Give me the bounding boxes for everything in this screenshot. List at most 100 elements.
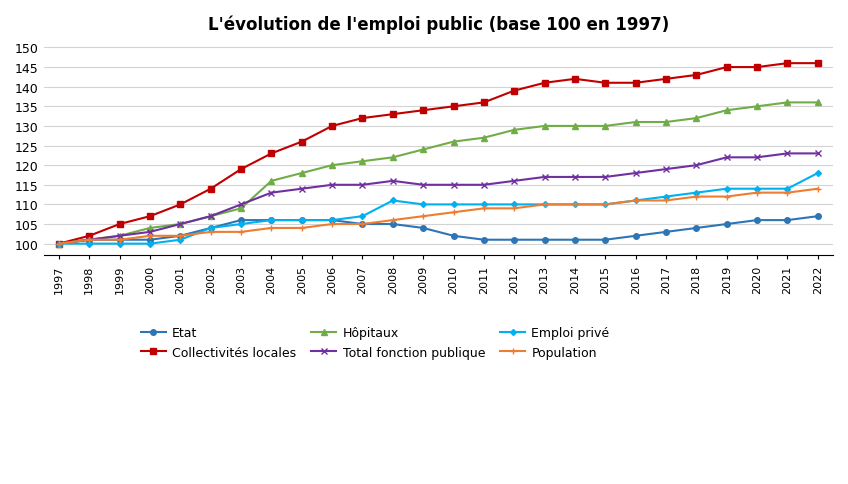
Population <box>783 190 793 196</box>
Emploi privé <box>236 222 246 227</box>
Emploi privé <box>691 190 701 196</box>
Population <box>691 194 701 200</box>
Total fonction publique <box>752 155 762 161</box>
Collectivités locales <box>509 89 519 94</box>
Population <box>479 206 489 212</box>
Emploi privé <box>53 241 64 247</box>
Total fonction publique <box>570 175 580 181</box>
Title: L'évolution de l'emploi public (base 100 en 1997): L'évolution de l'emploi public (base 100… <box>208 15 669 33</box>
Etat <box>631 233 641 239</box>
Collectivités locales <box>114 222 125 227</box>
Population <box>661 198 671 204</box>
Etat <box>479 237 489 243</box>
Collectivités locales <box>84 233 94 239</box>
Hôpitaux <box>783 100 793 106</box>
Emploi privé <box>752 186 762 192</box>
Emploi privé <box>783 186 793 192</box>
Emploi privé <box>600 202 611 208</box>
Etat <box>388 222 398 227</box>
Collectivités locales <box>205 186 215 192</box>
Total fonction publique <box>84 237 94 243</box>
Population <box>145 233 155 239</box>
Hôpitaux <box>600 124 611 130</box>
Emploi privé <box>812 171 823 177</box>
Emploi privé <box>327 218 338 224</box>
Collectivités locales <box>236 167 246 173</box>
Emploi privé <box>176 237 186 243</box>
Population <box>539 202 550 208</box>
Collectivités locales <box>600 81 611 87</box>
Total fonction publique <box>783 151 793 157</box>
Collectivités locales <box>783 61 793 67</box>
Line: Collectivités locales: Collectivités locales <box>56 61 821 247</box>
Population <box>812 186 823 192</box>
Hôpitaux <box>691 116 701 122</box>
Legend: Etat, Collectivités locales, Hôpitaux, Total fonction publique, Emploi privé, Po: Etat, Collectivités locales, Hôpitaux, T… <box>141 327 610 359</box>
Hôpitaux <box>752 104 762 110</box>
Hôpitaux <box>327 163 338 169</box>
Population <box>327 222 338 227</box>
Emploi privé <box>205 226 215 231</box>
Etat <box>752 218 762 224</box>
Population <box>176 233 186 239</box>
Hôpitaux <box>479 136 489 141</box>
Total fonction publique <box>176 222 186 227</box>
Population <box>570 202 580 208</box>
Etat <box>783 218 793 224</box>
Etat <box>509 237 519 243</box>
Total fonction publique <box>357 182 367 188</box>
Hôpitaux <box>205 214 215 220</box>
Hôpitaux <box>812 100 823 106</box>
Etat <box>691 226 701 231</box>
Population <box>631 198 641 204</box>
Etat <box>570 237 580 243</box>
Population <box>722 194 732 200</box>
Collectivités locales <box>449 104 459 110</box>
Total fonction publique <box>691 163 701 169</box>
Collectivités locales <box>691 73 701 79</box>
Population <box>388 218 398 224</box>
Etat <box>236 218 246 224</box>
Line: Etat: Etat <box>56 214 821 247</box>
Collectivités locales <box>266 151 276 157</box>
Hôpitaux <box>266 179 276 184</box>
Population <box>84 237 94 243</box>
Emploi privé <box>266 218 276 224</box>
Hôpitaux <box>357 159 367 165</box>
Collectivités locales <box>479 100 489 106</box>
Emploi privé <box>449 202 459 208</box>
Line: Hôpitaux: Hôpitaux <box>56 100 821 247</box>
Hôpitaux <box>570 124 580 130</box>
Hôpitaux <box>84 237 94 243</box>
Collectivités locales <box>752 65 762 71</box>
Etat <box>418 226 428 231</box>
Emploi privé <box>509 202 519 208</box>
Etat <box>812 214 823 220</box>
Total fonction publique <box>631 171 641 177</box>
Etat <box>114 237 125 243</box>
Collectivités locales <box>176 202 186 208</box>
Total fonction publique <box>509 179 519 184</box>
Emploi privé <box>631 198 641 204</box>
Etat <box>176 233 186 239</box>
Emploi privé <box>539 202 550 208</box>
Total fonction publique <box>722 155 732 161</box>
Population <box>357 222 367 227</box>
Etat <box>449 233 459 239</box>
Etat <box>53 241 64 247</box>
Total fonction publique <box>327 182 338 188</box>
Hôpitaux <box>114 233 125 239</box>
Collectivités locales <box>388 112 398 118</box>
Hôpitaux <box>722 108 732 114</box>
Hôpitaux <box>388 155 398 161</box>
Line: Population: Population <box>55 186 822 248</box>
Population <box>418 214 428 220</box>
Population <box>509 206 519 212</box>
Collectivités locales <box>570 77 580 83</box>
Population <box>752 190 762 196</box>
Collectivités locales <box>661 77 671 83</box>
Population <box>266 226 276 231</box>
Etat <box>539 237 550 243</box>
Total fonction publique <box>236 202 246 208</box>
Collectivités locales <box>327 124 338 130</box>
